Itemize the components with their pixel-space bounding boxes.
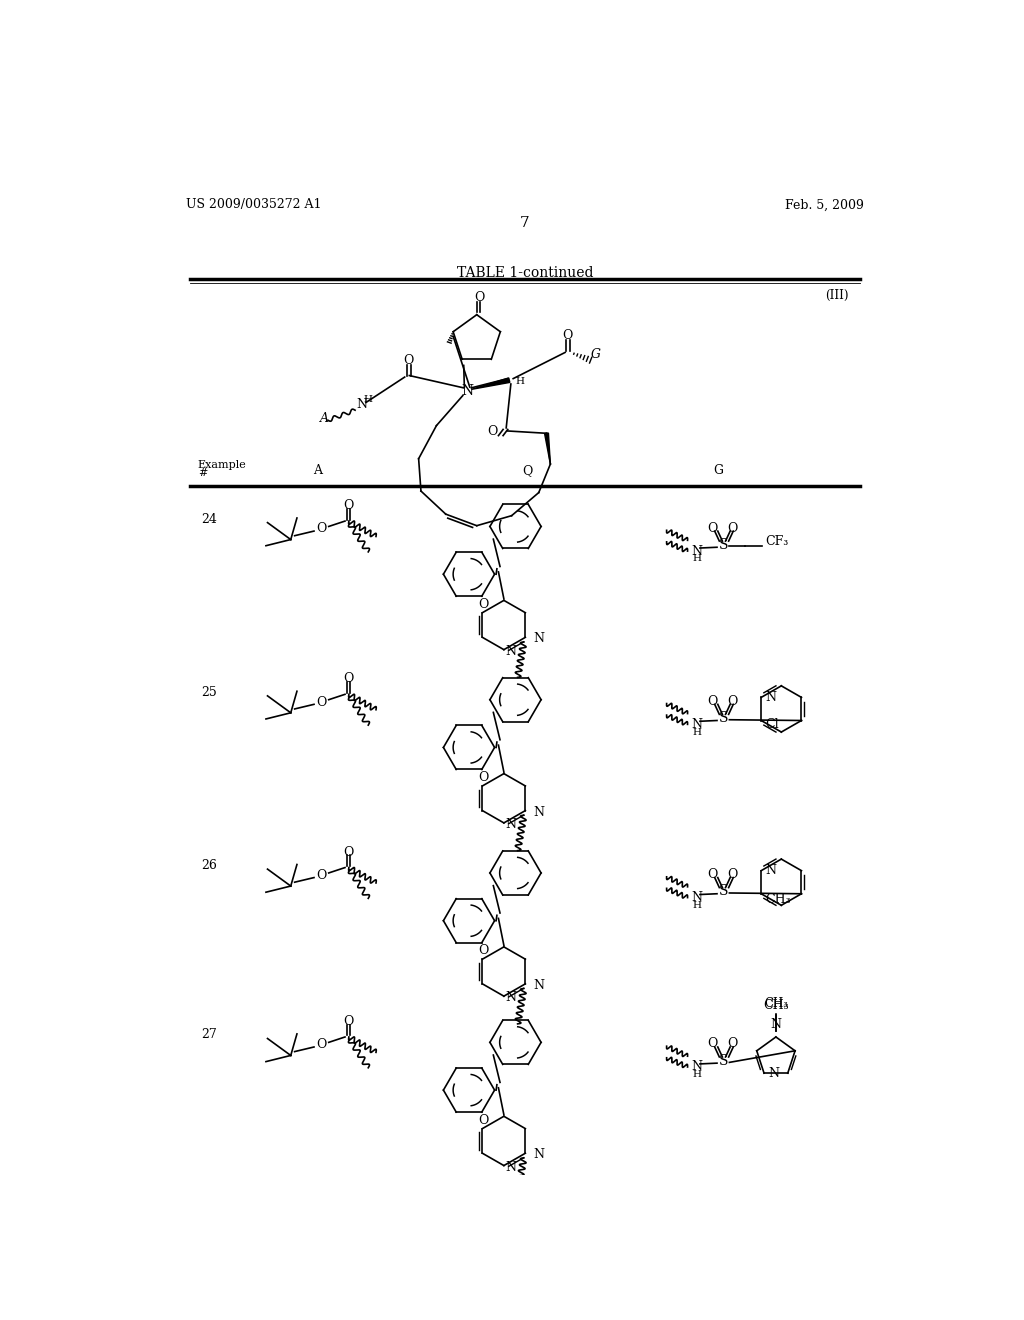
Text: S: S xyxy=(719,1053,728,1068)
Text: N: N xyxy=(534,979,544,991)
Text: US 2009/0035272 A1: US 2009/0035272 A1 xyxy=(186,198,322,211)
Text: 27: 27 xyxy=(202,1028,217,1041)
Text: N: N xyxy=(506,1160,516,1173)
Text: N: N xyxy=(768,1067,779,1080)
Text: O: O xyxy=(727,694,737,708)
Text: N: N xyxy=(691,891,702,904)
Text: O: O xyxy=(487,425,498,438)
Text: N: N xyxy=(691,545,702,557)
Text: O: O xyxy=(316,523,327,536)
Text: O: O xyxy=(708,521,718,535)
Text: S: S xyxy=(719,884,728,899)
Text: CH₃: CH₃ xyxy=(764,997,787,1010)
Text: H: H xyxy=(364,395,373,404)
Text: N: N xyxy=(506,991,516,1005)
Text: O: O xyxy=(727,869,737,880)
Text: O: O xyxy=(478,1114,488,1127)
Text: O: O xyxy=(708,869,718,880)
Text: N: N xyxy=(765,865,776,878)
Text: Q: Q xyxy=(522,465,532,477)
Text: G: G xyxy=(714,465,724,477)
Text: O: O xyxy=(708,694,718,708)
Text: H: H xyxy=(692,900,701,909)
Text: O: O xyxy=(343,1015,353,1028)
Text: H: H xyxy=(692,554,701,564)
Text: N: N xyxy=(462,384,473,397)
Text: O: O xyxy=(562,329,572,342)
Text: Feb. 5, 2009: Feb. 5, 2009 xyxy=(785,198,864,211)
Text: H: H xyxy=(692,1071,701,1080)
Text: N: N xyxy=(506,644,516,657)
Text: O: O xyxy=(727,1038,737,1051)
Text: A: A xyxy=(321,412,329,425)
Text: 25: 25 xyxy=(202,686,217,698)
Text: N: N xyxy=(691,718,702,731)
Polygon shape xyxy=(545,433,550,465)
Text: TABLE 1-continued: TABLE 1-continued xyxy=(457,267,593,280)
Text: O: O xyxy=(316,869,327,882)
Text: N: N xyxy=(356,399,368,412)
Text: 26: 26 xyxy=(202,859,217,873)
Text: CH₃: CH₃ xyxy=(765,894,791,907)
Text: S: S xyxy=(719,711,728,725)
Text: N: N xyxy=(691,1060,702,1073)
Text: G: G xyxy=(590,348,600,362)
Text: CH₃: CH₃ xyxy=(763,999,788,1012)
Text: N: N xyxy=(770,1018,781,1031)
Text: O: O xyxy=(708,1038,718,1051)
Text: A: A xyxy=(313,465,323,477)
Text: H: H xyxy=(692,727,701,737)
Text: O: O xyxy=(478,771,488,784)
Text: N: N xyxy=(534,1148,544,1162)
Text: O: O xyxy=(343,672,353,685)
Text: O: O xyxy=(475,292,485,305)
Polygon shape xyxy=(471,378,510,389)
Text: N: N xyxy=(506,818,516,832)
Text: Cl: Cl xyxy=(765,718,778,731)
Text: S: S xyxy=(719,539,728,552)
Text: O: O xyxy=(343,499,353,512)
Text: 24: 24 xyxy=(202,512,217,525)
Text: N: N xyxy=(534,805,544,818)
Text: N: N xyxy=(534,632,544,645)
Text: O: O xyxy=(727,521,737,535)
Text: N: N xyxy=(765,690,776,704)
Text: #: # xyxy=(198,469,207,478)
Text: (III): (III) xyxy=(825,289,849,302)
Text: 7: 7 xyxy=(520,216,529,230)
Text: O: O xyxy=(316,696,327,709)
Text: O: O xyxy=(403,354,414,367)
Text: O: O xyxy=(316,1038,327,1051)
Text: O: O xyxy=(343,846,353,859)
Text: H: H xyxy=(515,378,524,387)
Text: Example: Example xyxy=(198,461,247,470)
Text: O: O xyxy=(478,598,488,611)
Text: O: O xyxy=(478,944,488,957)
Text: CF₃: CF₃ xyxy=(765,535,788,548)
